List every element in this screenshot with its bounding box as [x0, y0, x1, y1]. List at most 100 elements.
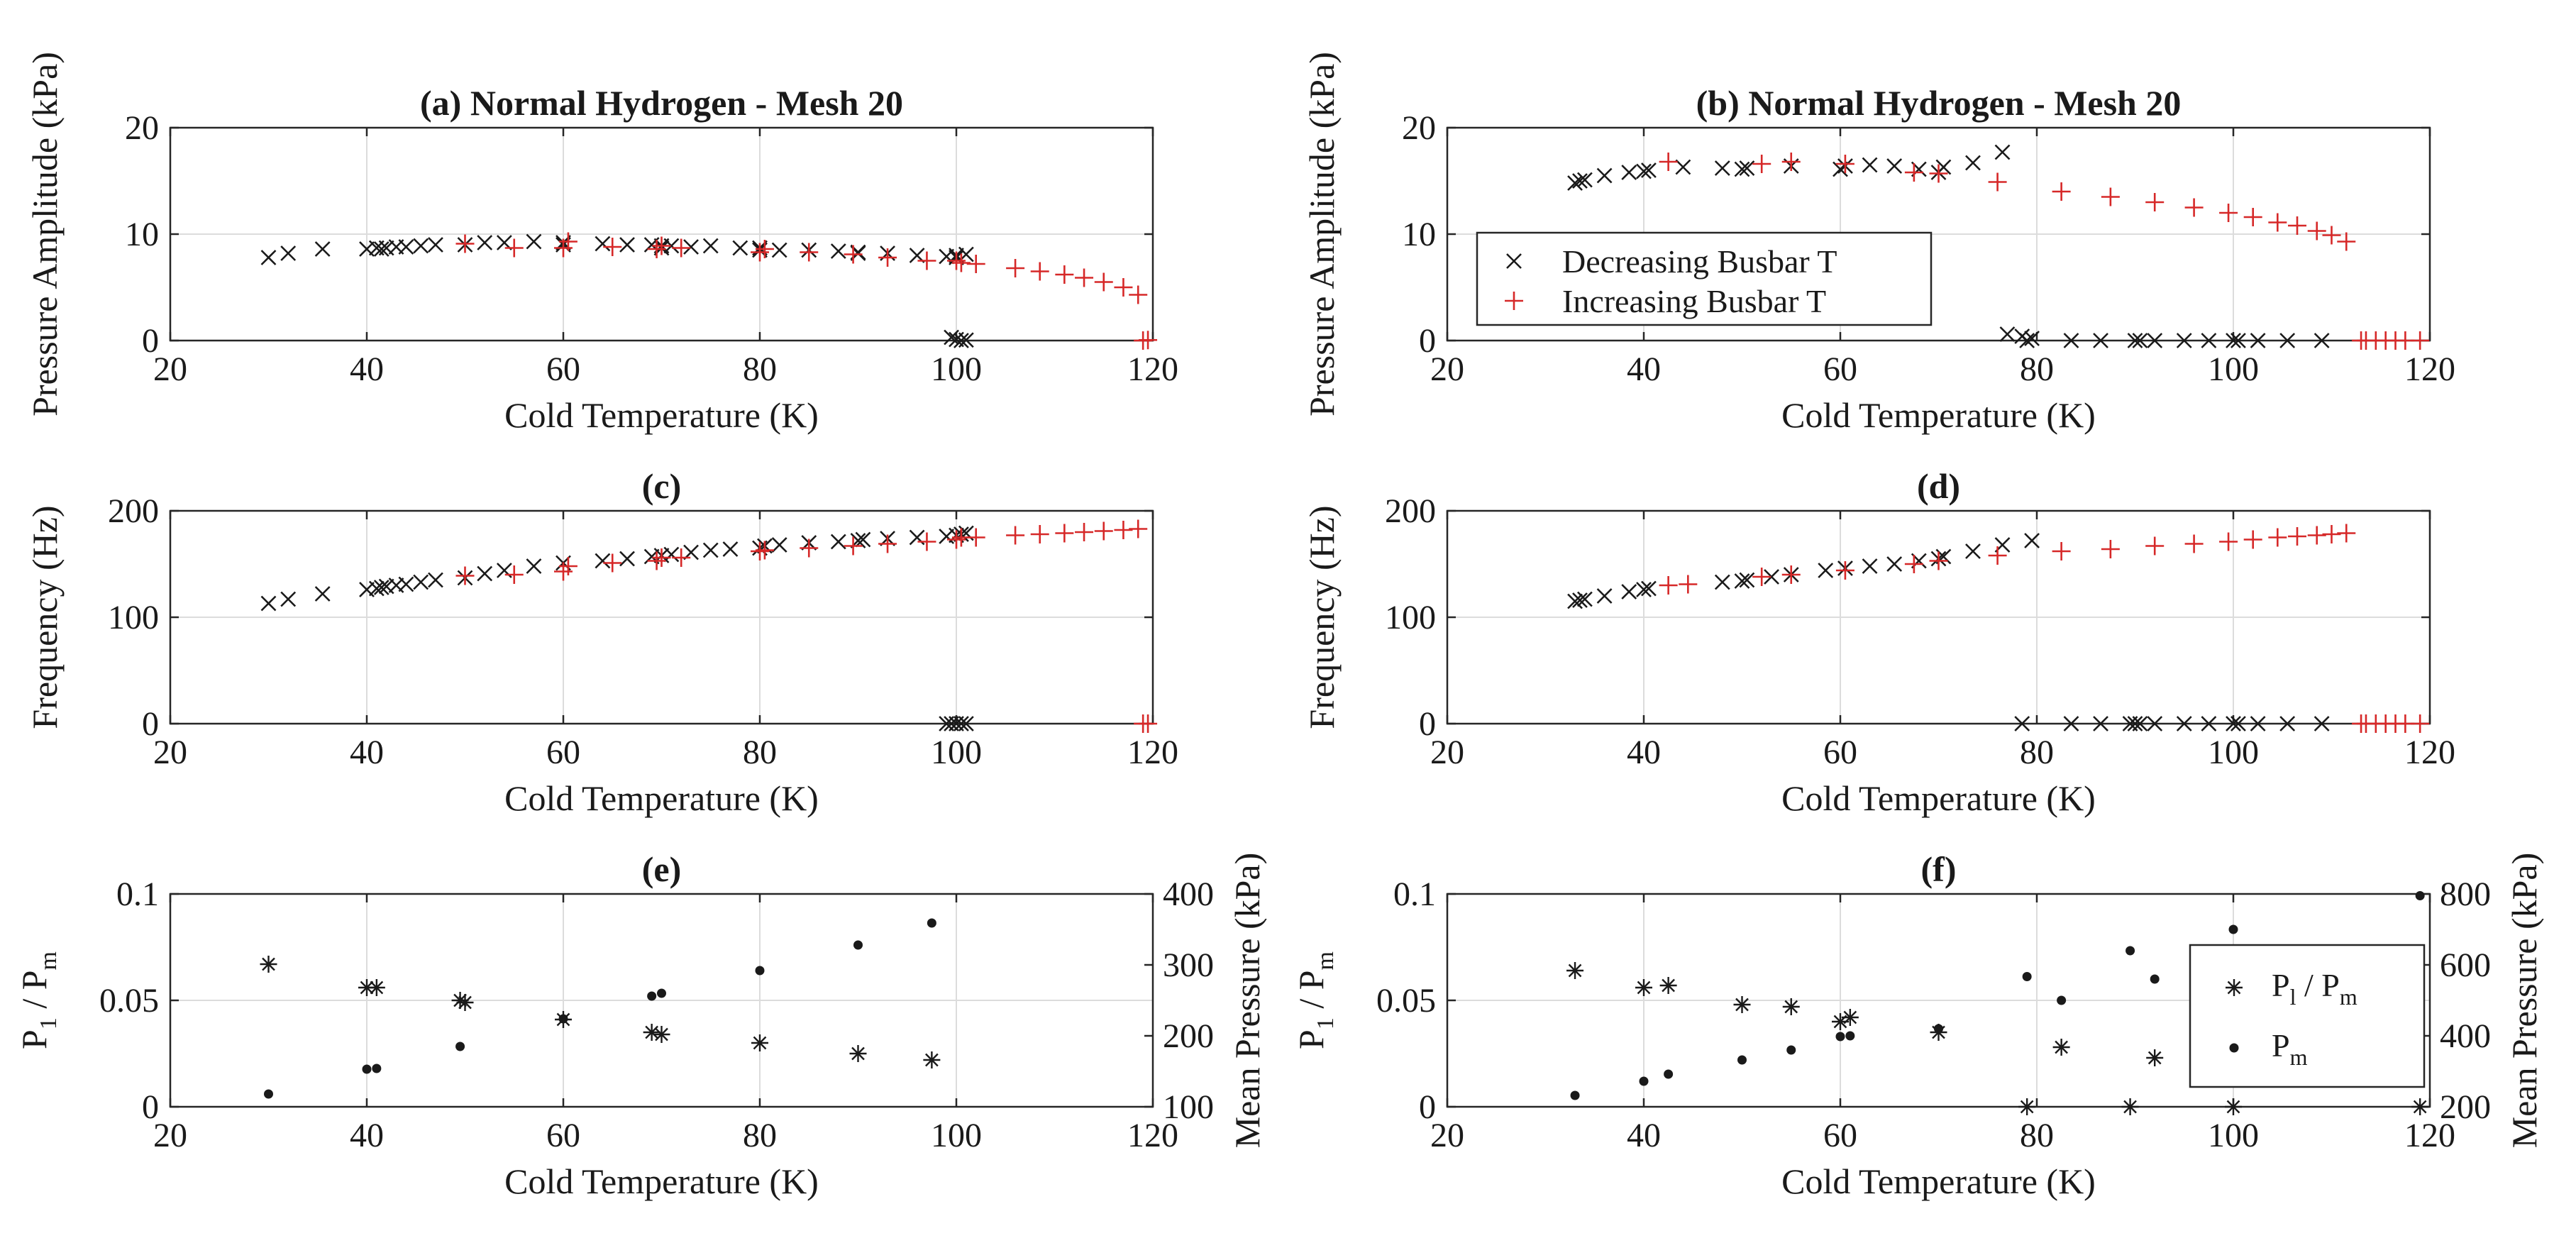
data-point [477, 235, 493, 250]
data-point [1764, 569, 1779, 585]
data-point [398, 239, 414, 255]
data-point [260, 250, 277, 265]
data-point [504, 565, 524, 584]
legend-marker-mean [2229, 1043, 2239, 1053]
data-point [1886, 556, 1903, 572]
data-point [2121, 1098, 2139, 1115]
data-point [526, 233, 542, 250]
data-point [413, 574, 429, 590]
data-point [652, 548, 671, 567]
data-point [1635, 979, 1652, 996]
data-point [2147, 716, 2163, 731]
y-tick-label: 0 [142, 322, 159, 360]
data-point [663, 238, 680, 254]
data-point [1714, 160, 1730, 176]
data-point [2314, 333, 2330, 348]
data-point [2288, 527, 2307, 546]
legend-label-decreasing: Decreasing Busbar T [1562, 243, 1837, 280]
data-point [1752, 568, 1771, 586]
x-tick-label: 20 [1430, 734, 1464, 771]
x-tick-label: 120 [2404, 1117, 2455, 1154]
data-point [2145, 193, 2165, 211]
x-axis-label: Cold Temperature (K) [504, 395, 819, 435]
data-point [2268, 528, 2287, 547]
data-point [1862, 558, 1878, 574]
x-tick-label: 100 [931, 734, 982, 771]
data-point [2176, 333, 2192, 348]
legend-marker-increasing [1505, 292, 1523, 310]
data-point [398, 576, 414, 592]
data-point [958, 332, 974, 348]
series-decreasing-busbar-t [260, 525, 974, 731]
data-point [1739, 572, 1755, 588]
y-axis-label: P1 / Pm [14, 951, 62, 1049]
data-point [1576, 172, 1593, 188]
data-point [966, 255, 985, 273]
data-point [280, 245, 297, 261]
y2-axis-label: Mean Pressure (kPa) [2504, 853, 2544, 1149]
data-point [1737, 1055, 1747, 1065]
data-point [2411, 1098, 2429, 1115]
legend-label-ratio: Pl / Pm [2272, 967, 2357, 1010]
data-point [1139, 331, 1158, 350]
y-tick-label: 200 [108, 492, 159, 530]
data-point [953, 333, 969, 348]
data-point [2024, 533, 2040, 548]
legend-box [2189, 944, 2426, 1088]
data-point [2014, 716, 2030, 731]
data-point [1636, 582, 1652, 597]
y2-tick-label: 200 [2440, 1088, 2491, 1126]
data-point [2093, 333, 2108, 348]
data-point [2279, 333, 2296, 348]
x-tick-label: 60 [1823, 350, 1857, 388]
data-point [2176, 716, 2192, 731]
y2-tick-label: 800 [2440, 875, 2491, 913]
data-point [1818, 563, 1834, 578]
series-increasing-busbar-t [1659, 153, 2430, 350]
data-point [1929, 551, 1948, 570]
data-point [456, 994, 474, 1011]
data-point [373, 241, 389, 257]
y-tick-label: 0 [1419, 1088, 1436, 1126]
panel-title: (a) Normal Hydrogen - Mesh 20 [420, 83, 903, 123]
data-point [1988, 172, 2007, 192]
data-point [2243, 208, 2262, 226]
data-point [1675, 159, 1691, 175]
data-point [849, 1045, 867, 1062]
data-point [1055, 524, 1074, 543]
data-point [2101, 187, 2120, 206]
y-axis-label: Frequency (Hz) [1302, 505, 1342, 729]
data-point [2057, 995, 2067, 1005]
y2-tick-label: 400 [2440, 1017, 2491, 1055]
legend-label-increasing: Increasing Busbar T [1562, 283, 1826, 319]
data-point [2219, 532, 2238, 551]
data-point [1075, 268, 1094, 287]
data-point [1862, 157, 1878, 173]
y-tick-label: 10 [125, 216, 159, 253]
data-point [362, 1064, 372, 1074]
data-point [2307, 526, 2326, 545]
data-point [853, 940, 863, 950]
data-point [2337, 232, 2356, 251]
y-tick-label: 20 [1402, 109, 1436, 147]
data-point [2052, 1039, 2070, 1056]
data-point [2219, 204, 2238, 222]
data-point [1570, 1090, 1580, 1100]
data-point [1734, 161, 1750, 177]
data-point [878, 248, 897, 267]
data-point [2024, 331, 2040, 346]
y-tick-label: 0 [1419, 322, 1436, 360]
x-tick-label: 80 [743, 734, 777, 771]
x-tick-label: 40 [1627, 1117, 1661, 1154]
x-axis-label: Cold Temperature (K) [1781, 778, 2096, 818]
data-point [1679, 575, 1698, 594]
data-point [683, 239, 699, 255]
data-point [2150, 974, 2160, 984]
panel-e: 20 40 60 80 100 12000.050.1100200300400(e)Col… [14, 849, 1267, 1201]
data-point [2415, 891, 2425, 900]
data-point [2322, 525, 2341, 543]
data-point [526, 558, 542, 574]
data-point [368, 580, 385, 597]
y2-tick-label: 600 [2440, 946, 2491, 984]
